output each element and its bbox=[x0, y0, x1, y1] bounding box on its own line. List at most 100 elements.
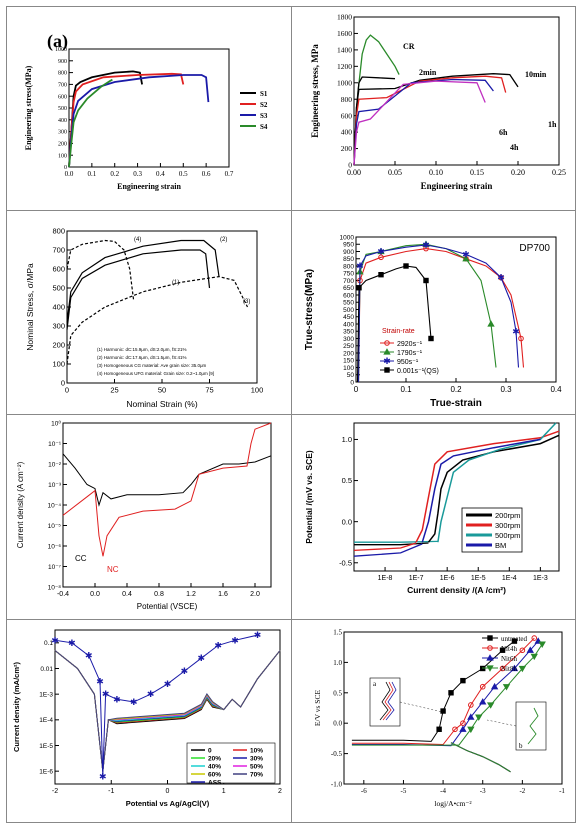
y7-label-2: 1E-4 bbox=[39, 717, 53, 724]
y1-label-8: 800 bbox=[58, 71, 67, 77]
y-axis-title: Engineering stress(MPa) bbox=[24, 65, 33, 150]
y5-label-2: 10⁻⁶ bbox=[48, 543, 62, 550]
panel-label: (a) bbox=[47, 31, 68, 52]
panel-cell-3: 0 25 50 75 100 0 100 200 300 400 500 600 700 800 Nomin… bbox=[7, 211, 292, 415]
x8-label-3: -3 bbox=[480, 787, 486, 795]
legend-label-7: 70% bbox=[250, 772, 263, 779]
point-950s⁻¹-7: ✱ bbox=[462, 249, 470, 259]
y3-label-8: 800 bbox=[52, 227, 65, 236]
x-axis-title: Engineering strain bbox=[421, 181, 493, 191]
point-ASS-13: ✱ bbox=[231, 635, 239, 645]
x1-label-7: 0.7 bbox=[225, 170, 234, 178]
x7-label-3: 1 bbox=[222, 788, 226, 795]
panel-cell-8: -6 -5 -4 -3 -2 -1 -1.0 -0.5 0.0 0.5 1.0 1.5 logj/A•c… bbox=[292, 620, 575, 822]
y3-label-3: 300 bbox=[52, 322, 65, 331]
x-axis-title: Potential vs Ag/AgCl(V) bbox=[126, 799, 210, 808]
legend-label-0: untreated bbox=[501, 635, 528, 643]
x1-label-4: 0.4 bbox=[156, 170, 165, 178]
point-950s⁻¹-5: ✱ bbox=[422, 240, 430, 250]
y5-label-1: 10⁻⁷ bbox=[48, 564, 62, 571]
point-ASS-6: ✱ bbox=[113, 694, 121, 704]
y3-label-7: 700 bbox=[52, 246, 65, 255]
y7-label-0: 1E-6 bbox=[39, 768, 53, 775]
point-ASS-7: ✱ bbox=[130, 697, 138, 707]
series-line-CR bbox=[353, 34, 400, 166]
point-Nit4h-3 bbox=[452, 726, 458, 733]
y5-label-7: 10⁻¹ bbox=[48, 441, 62, 448]
point-Nit6h-5 bbox=[479, 698, 487, 705]
panel-cell-5: -0.4 0.0 0.4 0.8 1.2 1.6 2.0 10⁻⁸ 10⁻⁷ 10⁻⁶ 10⁻⁵ 10… bbox=[7, 415, 292, 620]
plot-frame bbox=[62, 422, 272, 588]
annotation-2: 10min bbox=[525, 70, 547, 79]
chart-7: -2 -1 0 1 2 1E-6 1E-5 1E-4 1E-3 0.01 0.1 Potential … bbox=[12, 629, 282, 808]
annotation-2: (3) bbox=[243, 299, 250, 305]
series-line-950s⁻¹ bbox=[357, 244, 520, 383]
point-Nit6h-7 bbox=[510, 664, 519, 672]
inset-b-leader bbox=[486, 719, 517, 727]
y8-label-4: 1.0 bbox=[333, 659, 342, 667]
point-0.001s⁻¹(QS)-1 bbox=[356, 285, 362, 291]
x5-label-3: 0.8 bbox=[154, 591, 164, 598]
plot-frame bbox=[353, 422, 560, 572]
series-line-2min bbox=[353, 76, 396, 166]
point-untreated-5 bbox=[448, 690, 454, 696]
y3-label-2: 200 bbox=[52, 341, 65, 350]
annotation-0: (1) bbox=[172, 280, 179, 286]
x6-label-1: 1E-7 bbox=[409, 575, 424, 582]
x-axis-title: Engineering strain bbox=[117, 182, 181, 191]
series-line-6h bbox=[353, 78, 494, 166]
x1-label-3: 0.3 bbox=[133, 170, 142, 178]
x2-label-1: 0.05 bbox=[388, 168, 402, 177]
point-ASS-12: ✱ bbox=[214, 640, 222, 650]
legend-label-5: 50% bbox=[250, 764, 263, 771]
y5-label-6: 10⁻² bbox=[48, 461, 62, 468]
legend-label-S1: S1 bbox=[260, 90, 268, 98]
point-2920s⁻¹-9 bbox=[498, 274, 504, 281]
x3-label-3: 75 bbox=[205, 386, 213, 395]
legend-marker-0 bbox=[487, 635, 493, 641]
x1-label-2: 0.2 bbox=[110, 170, 119, 178]
x4-label-3: 0.3 bbox=[500, 385, 512, 394]
y6-label-1: 0.0 bbox=[342, 517, 352, 526]
x8-label-4: -2 bbox=[519, 787, 525, 795]
y2-label-5: 1000 bbox=[337, 78, 352, 87]
y5-label-4: 10⁻⁴ bbox=[48, 502, 62, 509]
x-axis-title: True-strain bbox=[430, 398, 482, 409]
panel-cell-1: 0.0 0.1 0.2 0.3 0.4 0.5 0.6 0.7 0 100 200 300 400 500… bbox=[7, 7, 292, 211]
x6-label-0: 1E-8 bbox=[378, 575, 393, 582]
inset-a-leader bbox=[399, 701, 443, 713]
legend-label-8: ASS bbox=[208, 780, 222, 787]
x-axis-title: Nominal Strain (%) bbox=[126, 399, 197, 409]
y4-label-4: 200 bbox=[343, 350, 354, 357]
point-untreated-4 bbox=[440, 708, 446, 714]
series-line-2920s⁻¹ bbox=[357, 248, 525, 383]
series-line-CC bbox=[62, 453, 272, 507]
x5-label-5: 1.6 bbox=[218, 591, 228, 598]
legend-label-0: 0 bbox=[208, 748, 212, 755]
y3-label-5: 500 bbox=[52, 284, 65, 293]
series-line-(3) bbox=[66, 275, 249, 365]
note-0: (1) Harmonic: dC:15.9μm, dS:2.0μm, fS:21… bbox=[97, 347, 186, 352]
y4-label-3: 150 bbox=[343, 358, 354, 365]
point-ASS-0: ✱ bbox=[51, 635, 59, 645]
x8-label-5: -1 bbox=[559, 787, 565, 795]
x2-label-2: 0.10 bbox=[429, 168, 443, 177]
y4-label-12: 600 bbox=[343, 292, 354, 299]
legend-box bbox=[461, 507, 523, 553]
annotation-0: CR bbox=[403, 42, 415, 51]
y7-label-3: 1E-3 bbox=[39, 691, 53, 698]
legend-label-S3: S3 bbox=[260, 112, 268, 120]
point-ASS-10: ✱ bbox=[181, 666, 189, 676]
point-Nit6h-4 bbox=[467, 713, 475, 720]
x7-label-4: 2 bbox=[278, 788, 282, 795]
x-axis-title: Potential (VSCE) bbox=[137, 602, 198, 611]
series-line-Nit8h bbox=[351, 643, 543, 746]
inset-b-label: b bbox=[519, 742, 523, 750]
point-950s⁻¹-1: ✱ bbox=[356, 261, 364, 271]
chart-3: 0 25 50 75 100 0 100 200 300 400 500 600 700 800 Nomin… bbox=[25, 227, 263, 409]
x4-label-1: 0.1 bbox=[400, 385, 412, 394]
series-line-S3 bbox=[68, 74, 210, 168]
point-ASS-9: ✱ bbox=[164, 679, 172, 689]
panel-cell-6: 1E-8 1E-7 1E-6 1E-5 1E-4 1E-3 -0.5 0.0 0.5 1.0 Cur… bbox=[292, 415, 575, 620]
y2-label-4: 800 bbox=[341, 95, 353, 104]
